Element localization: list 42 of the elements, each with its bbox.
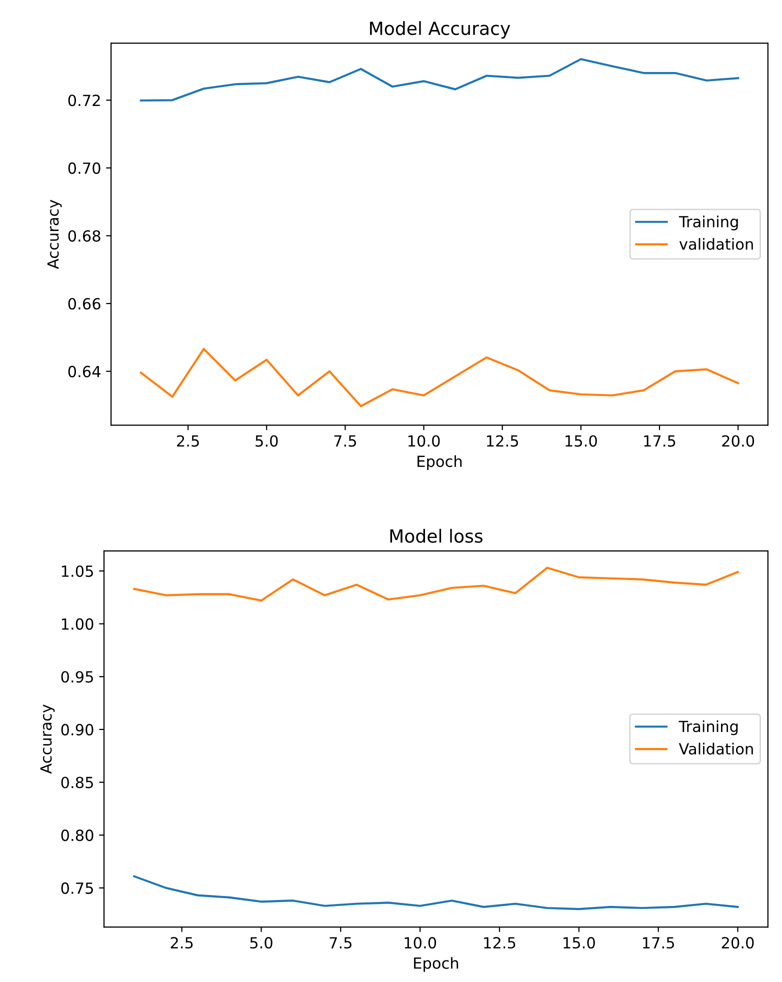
y-tick-label: 0.70 — [68, 162, 100, 174]
chart-title: Model loss — [390, 528, 482, 543]
legend-label: validation — [679, 238, 753, 250]
x-tick-label: 12.5 — [484, 937, 516, 949]
legend-label: Training — [678, 720, 738, 736]
x-axis-title: Epoch — [418, 455, 462, 470]
x-tick-label: 20.0 — [722, 937, 754, 949]
y-tick-label: 1.05 — [62, 565, 93, 577]
x-tick-label: 10.0 — [408, 435, 440, 447]
x-tick-label: 7.5 — [334, 435, 356, 447]
chart-title: Model Accuracy — [370, 21, 510, 39]
line-series — [133, 875, 739, 910]
y-tick-label: 0.68 — [68, 230, 100, 242]
line-series — [140, 348, 740, 408]
x-tick-label: 2.5 — [170, 937, 193, 949]
legend-label: Validation — [678, 742, 753, 755]
y-axis-title: Accuracy — [47, 200, 62, 269]
x-tick-label: 15.0 — [564, 937, 595, 949]
x-tick-label: 5.0 — [250, 937, 272, 949]
y-tick-label: 0.72 — [68, 94, 100, 106]
y-tick-label: 0.66 — [68, 298, 100, 310]
x-tick-label: 17.5 — [644, 435, 676, 447]
x-tick-label: 17.5 — [643, 937, 674, 949]
y-tick-label: 0.64 — [68, 366, 100, 378]
x-tick-label: 7.5 — [330, 937, 352, 949]
x-tick-label: 5.0 — [256, 435, 278, 447]
x-tick-label: 20.0 — [722, 435, 754, 447]
legend-label: Training — [678, 216, 738, 230]
line-series — [133, 566, 739, 602]
x-tick-label: 12.5 — [487, 435, 518, 447]
y-tick-label: 0.90 — [61, 724, 94, 736]
y-tick-label: 0.85 — [61, 776, 93, 788]
x-axis-title: Epoch — [414, 957, 458, 972]
x-tick-label: 10.0 — [404, 937, 436, 949]
y-axis-title: Accuracy — [40, 704, 55, 774]
y-tick-label: 1.00 — [62, 618, 94, 630]
x-tick-label: 15.0 — [566, 435, 597, 447]
y-tick-label: 0.80 — [61, 830, 94, 842]
x-tick-label: 2.5 — [177, 435, 199, 447]
line-series — [140, 58, 740, 102]
y-tick-label: 0.75 — [61, 882, 93, 894]
y-tick-label: 0.95 — [61, 671, 93, 683]
